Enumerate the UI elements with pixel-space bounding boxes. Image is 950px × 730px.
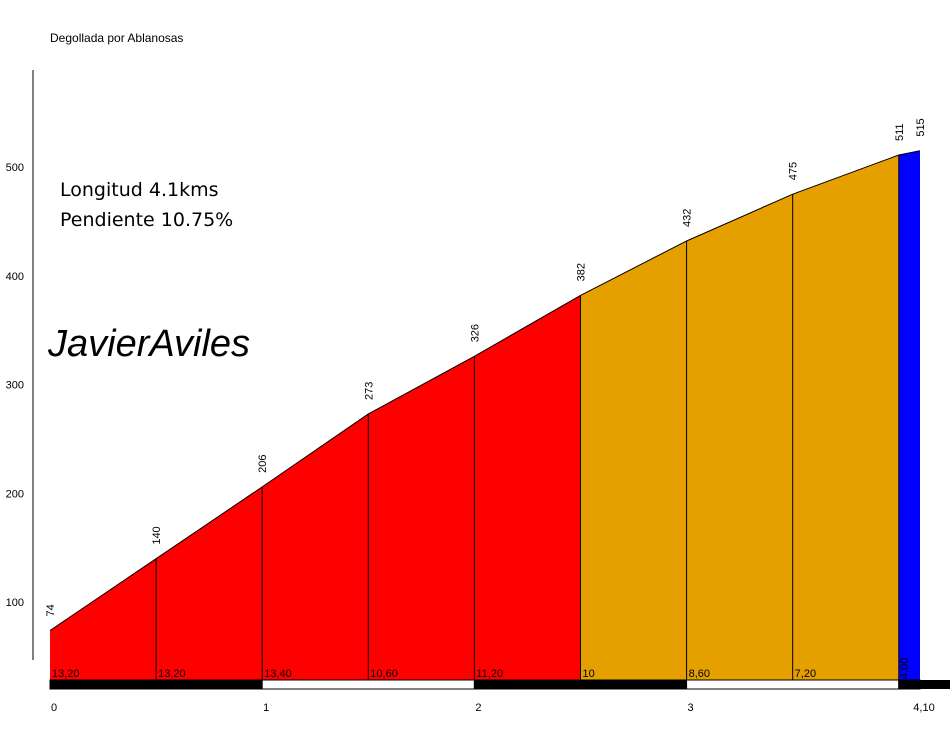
distance-bar [49,679,950,690]
distance-bar-segment [473,679,688,690]
elevation-label: 382 [575,263,587,281]
profile-segment [686,194,793,680]
profile-segment [474,295,581,680]
y-tick-label: 500 [6,162,24,174]
gradient-text: Pendiente 10.75% [60,209,234,231]
distance-bar-segment [686,679,900,690]
elevation-label: 432 [682,209,694,227]
gradient-label: 8,60 [689,668,710,680]
x-tick-label: 0 [51,702,57,714]
elevation-label: 140 [151,526,163,544]
profile-segment [580,240,687,680]
y-tick-label: 300 [6,380,24,392]
elevation-label: 475 [788,162,800,180]
y-tick-label: 100 [6,597,24,609]
profile-segment [898,150,920,680]
profile-segment [262,413,369,680]
gradient-label: 11,20 [476,668,503,680]
x-tick-label: 2 [475,702,481,714]
elevation-label: 206 [257,455,269,473]
profile-segments [50,150,920,681]
y-tick-label: 200 [6,488,24,500]
climb-info: Longitud 4.1kms Pendiente 10.75% [60,175,233,235]
profile-segment [156,486,263,680]
elevation-label: 511 [894,123,906,141]
distance-bar-segment [920,680,950,689]
profile-line [49,150,921,631]
gradient-label: 13,40 [264,668,292,680]
distance-bar-segment [261,679,475,690]
gradient-labels: 13,20 13,20 13,40 10,60 11,20 10 8,60 7,20 4,00 [52,658,911,680]
elevation-label: 515 [915,118,927,136]
gradient-label: 4,00 [899,658,911,679]
elevation-labels: 74 140 206 273 326 382 432 475 511 515 [45,118,927,616]
gradient-label: 7,20 [795,668,816,680]
y-axis: 100 200 300 400 500 [6,70,34,660]
x-tick-label: 3 [688,702,694,714]
author-watermark: JavierAviles [48,323,251,365]
elevation-label: 74 [45,604,57,616]
y-tick-label: 400 [6,271,24,283]
profile-segment [368,356,475,680]
profile-segment [50,558,157,680]
chart-title: Degollada por Ablanosas [50,31,184,45]
elevation-label: 273 [363,382,375,400]
x-tick-label: 4,10 [913,702,934,714]
distance-bar-segment [898,679,921,690]
gradient-label: 10 [582,668,594,680]
x-tick-label: 1 [263,702,269,714]
segment-dividers [49,150,921,680]
elevation-label: 326 [469,324,481,342]
x-axis: 0 1 2 3 4,10 [51,702,935,714]
gradient-label: 13,20 [52,668,80,680]
gradient-label: 10,60 [370,668,398,680]
length-text: Longitud 4.1kms [60,179,219,201]
distance-bar-segment [49,679,263,690]
gradient-label: 13,20 [158,668,186,680]
profile-segment [792,155,899,681]
